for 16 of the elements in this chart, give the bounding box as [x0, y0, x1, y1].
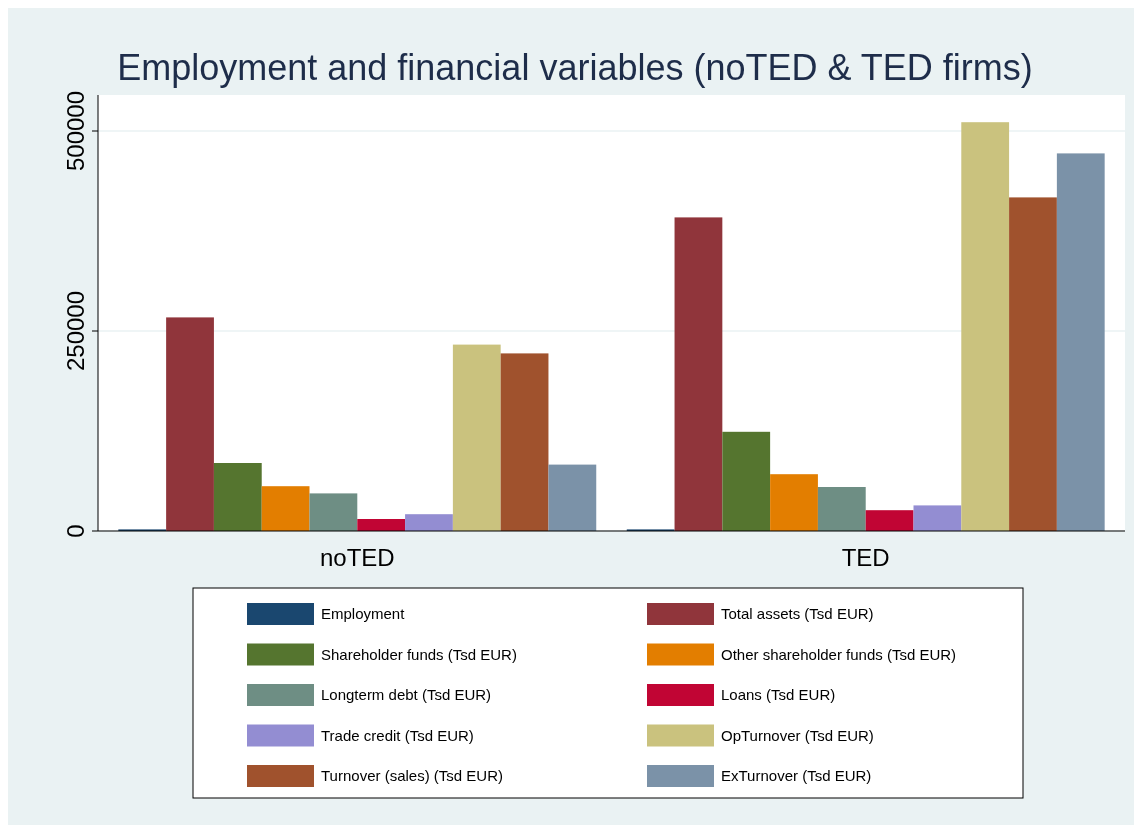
legend-label: Trade credit (Tsd EUR) [321, 726, 474, 744]
legend-label: ExTurnover (Tsd EUR) [721, 767, 872, 784]
legend-label: Total assets (Tsd EUR) [721, 605, 874, 622]
y-tick-label: 500000 [62, 90, 89, 172]
y-tick-label: 0 [62, 524, 89, 538]
x-tick-label: noTED [319, 544, 395, 571]
y-tick-label: 250000 [62, 290, 89, 372]
legend-label: OpTurnover (Tsd EUR) [721, 726, 874, 744]
legend-label: Other shareholder funds (Tsd EUR) [721, 645, 957, 663]
legend-label: Loans (Tsd EUR) [721, 686, 836, 703]
legend-label: Employment [321, 605, 406, 622]
x-tick-label: TED [841, 544, 890, 571]
legend-label: Longterm debt (Tsd EUR) [321, 686, 492, 703]
chart-title: Employment and financial variables (noTED & TED firms) [117, 47, 1033, 88]
legend-label: Shareholder funds (Tsd EUR) [321, 645, 517, 663]
legend-label: Turnover (sales) (Tsd EUR) [321, 767, 503, 784]
